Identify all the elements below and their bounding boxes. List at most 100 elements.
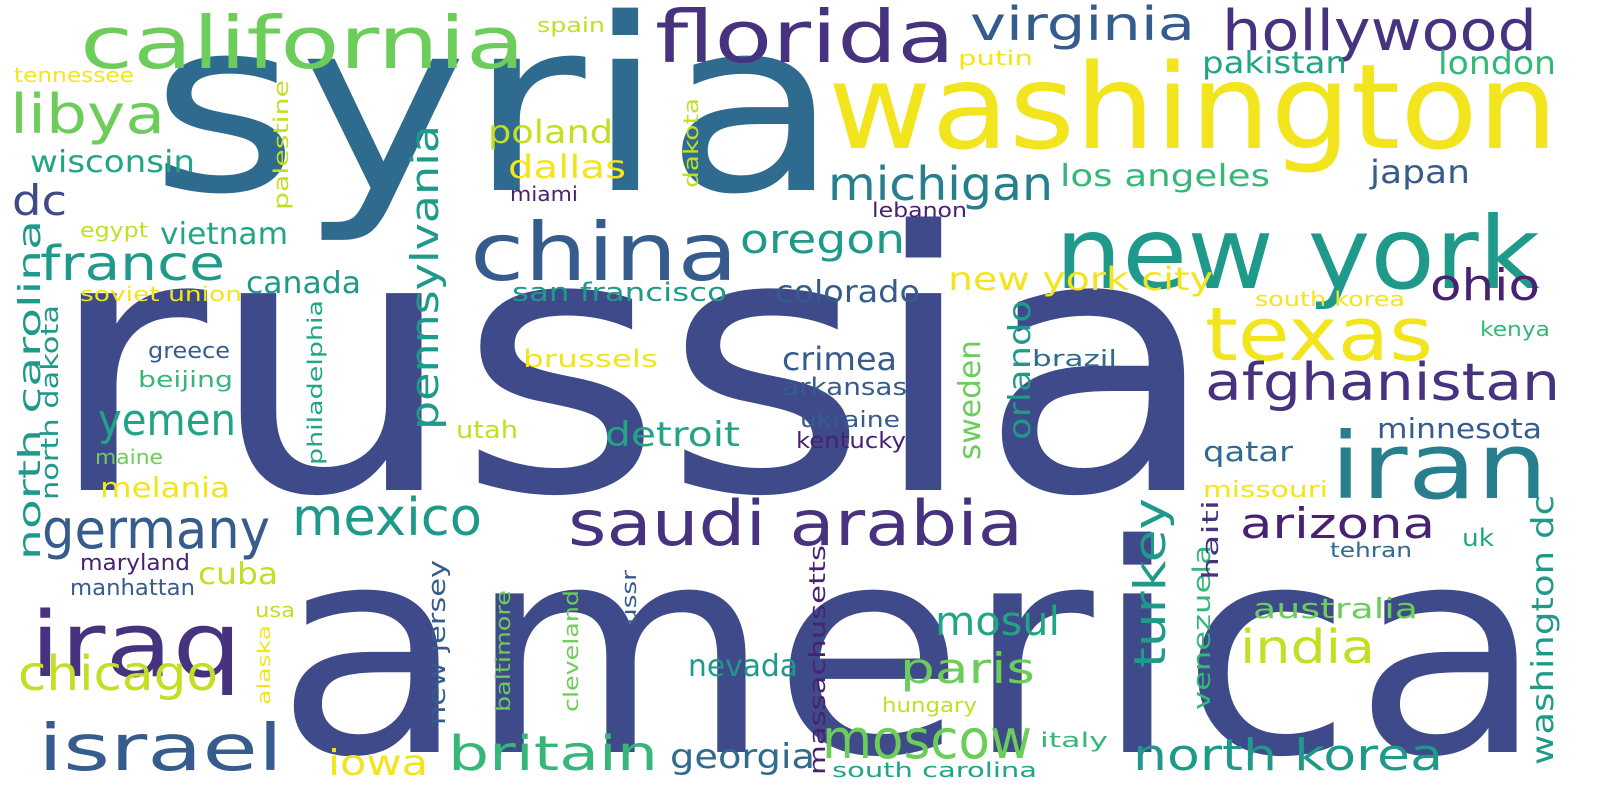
word-iran: iran (1330, 413, 1548, 520)
word-usa: usa (255, 598, 295, 622)
word-utah: utah (456, 416, 518, 444)
word-kentucky: kentucky (796, 429, 906, 454)
word-iowa: iowa (328, 743, 428, 784)
word-tehran: tehran (1330, 538, 1412, 562)
word-washington-dc: washington dc (1526, 495, 1561, 765)
word-italy: italy (1040, 728, 1108, 752)
word-cleveland: cleveland (559, 590, 583, 712)
word-north-korea: north korea (1133, 730, 1443, 781)
word-britain: britain (448, 726, 658, 782)
word-manhattan: manhattan (70, 576, 195, 601)
word-arizona: arizona (1240, 499, 1435, 548)
word-egypt: egypt (80, 218, 148, 242)
word-washington: washington (828, 38, 1558, 176)
word-chicago: chicago (18, 646, 218, 702)
word-india: india (1240, 620, 1375, 674)
word-ukraine: ukraine (800, 408, 900, 433)
word-pennsylvania: pennsylvania (403, 125, 447, 430)
word-france: france (40, 236, 225, 292)
word-new-jersey: new jersey (423, 560, 451, 725)
word-arkansas: arkansas (782, 373, 907, 401)
word-qatar: qatar (1203, 435, 1294, 468)
word-wisconsin: wisconsin (30, 145, 195, 180)
word-dakota: dakota (679, 98, 703, 188)
word-kenya: kenya (1480, 317, 1550, 341)
word-dallas: dallas (508, 148, 626, 186)
word-hollywood: hollywood (1222, 0, 1537, 64)
word-uk: uk (1462, 524, 1494, 552)
word-miami: miami (510, 182, 578, 206)
word-north-carolina: north carolina (13, 220, 48, 560)
word-poland: poland (488, 113, 613, 151)
word-melania: melania (100, 471, 230, 504)
word-lebanon: lebanon (872, 198, 967, 222)
word-germany: germany (42, 498, 270, 561)
word-new-york-city: new york city (948, 260, 1213, 298)
word-colorado: colorado (775, 275, 920, 310)
word-iraq: iraq (30, 593, 242, 698)
word-ohio: ohio (1430, 260, 1540, 311)
word-michigan: michigan (828, 157, 1053, 211)
word-florida: florida (655, 0, 955, 79)
word-maine: maine (95, 445, 163, 469)
word-london: london (1438, 44, 1556, 82)
word-south-carolina: south carolina (832, 758, 1037, 782)
word-pakistan: pakistan (1202, 46, 1347, 81)
word-los-angeles: los angeles (1060, 159, 1270, 194)
word-greece: greece (148, 339, 230, 364)
word-new-york: new york (1055, 195, 1540, 312)
word-oregon: oregon (740, 217, 905, 263)
word-turkey: turkey (1125, 498, 1176, 668)
word-brazil: brazil (1032, 347, 1117, 372)
word-putin: putin (958, 46, 1033, 70)
word-tennessee: tennessee (14, 63, 134, 87)
word-ussr: ussr (617, 569, 641, 625)
word-crimea: crimea (782, 340, 897, 378)
word-russia: russia (45, 156, 1220, 575)
word-san-francisco: san francisco (512, 278, 727, 308)
word-california: california (80, 1, 525, 85)
word-massachusetts: massachusetts (806, 545, 831, 775)
word-syria: syria (150, 0, 840, 247)
word-america: america (275, 484, 1545, 800)
word-philadelphia: philadelphia (303, 300, 327, 465)
word-spain: spain (537, 13, 605, 37)
word-vietnam: vietnam (160, 217, 288, 252)
word-soviet-union: soviet union (80, 282, 242, 306)
word-paris: paris (900, 644, 1035, 693)
word-mexico: mexico (292, 488, 482, 548)
word-china: china (470, 206, 738, 299)
word-texas: texas (1205, 292, 1433, 378)
word-moscow: moscow (822, 708, 1032, 771)
word-nevada: nevada (688, 649, 798, 684)
word-venezuela: venezuela (1188, 545, 1216, 710)
word-palestine: palestine (269, 80, 293, 210)
word-afghanistan: afghanistan (1205, 353, 1560, 413)
word-israel: israel (38, 712, 283, 786)
word-virginia: virginia (970, 0, 1195, 51)
word-cuba: cuba (198, 557, 278, 592)
word-libya: libya (10, 83, 165, 146)
word-orlando: orlando (1003, 300, 1038, 440)
word-maryland: maryland (80, 551, 190, 576)
word-yemen: yemen (98, 395, 236, 446)
word-brussels: brussels (523, 345, 658, 373)
word-south-korea: south korea (1255, 287, 1405, 311)
word-dc: dc (12, 176, 67, 225)
word-canada: canada (246, 266, 361, 301)
word-missouri: missouri (1203, 478, 1328, 503)
word-georgia: georgia (670, 737, 815, 777)
word-hungary: hungary (882, 693, 977, 717)
word-japan: japan (1369, 153, 1470, 191)
word-alaska: alaska (254, 625, 275, 705)
word-mosul: mosul (935, 599, 1060, 645)
word-saudi-arabia: saudi arabia (568, 487, 1023, 560)
word-haiti: haiti (1199, 500, 1224, 580)
word-beijing: beijing (138, 368, 233, 393)
word-north-dakota: north dakota (36, 305, 64, 500)
word-australia: australia (1253, 592, 1418, 625)
